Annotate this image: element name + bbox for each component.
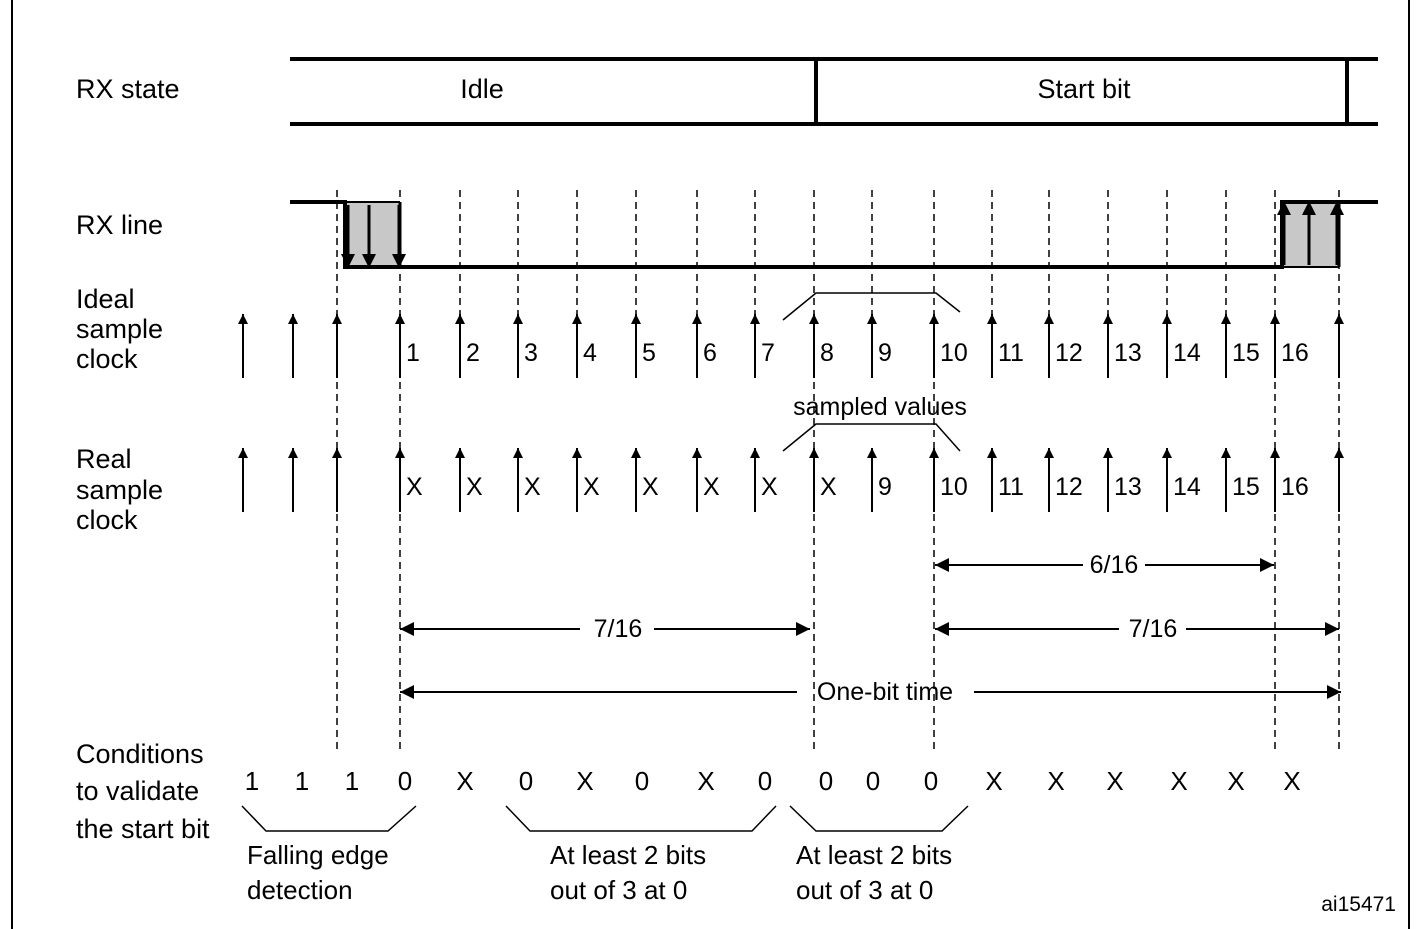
- ideal-sample-label: 4: [583, 339, 597, 367]
- svg-text:out of 3 at 0: out of 3 at 0: [550, 875, 687, 905]
- condition-value: 0: [398, 766, 412, 796]
- svg-text:clock: clock: [76, 344, 138, 374]
- state-start-bit-label: Start bit: [1037, 74, 1131, 104]
- condition-value: 0: [924, 766, 938, 796]
- ideal-sample-clock: 1 2 3 4 5 6 7 8 9 10 11 12 13 14 15 16: [238, 314, 1344, 378]
- interval-one-bit-time: One-bit time: [400, 678, 1341, 706]
- interval-7-16-second: 7/16: [935, 615, 1339, 643]
- sample-guide-lines: [336, 190, 1340, 752]
- condition-value: 0: [635, 766, 649, 796]
- ideal-sample-label: 8: [820, 339, 834, 367]
- ideal-sample-label: 15: [1232, 339, 1260, 367]
- condition-value: X: [697, 766, 714, 796]
- condition-group-first: At least 2 bits out of 3 at 0: [550, 840, 706, 905]
- conditions-label: Conditions to validate the start bit: [76, 739, 210, 844]
- condition-value: 0: [519, 766, 533, 796]
- condition-brackets: [241, 805, 969, 832]
- condition-group-falling-edge: Falling edge detection: [247, 840, 389, 905]
- condition-value: X: [1047, 766, 1064, 796]
- condition-value: 1: [295, 766, 309, 796]
- sampled-values-brackets: [782, 292, 961, 452]
- interval-label: 6/16: [1090, 551, 1139, 579]
- real-sample-label: X: [466, 473, 483, 501]
- condition-value: X: [1170, 766, 1187, 796]
- ideal-sample-label: 5: [642, 339, 656, 367]
- ideal-sample-label: 7: [761, 339, 775, 367]
- real-sample-label: X: [583, 473, 600, 501]
- svg-text:out of 3 at 0: out of 3 at 0: [796, 875, 933, 905]
- svg-text:At least 2 bits: At least 2 bits: [550, 840, 706, 870]
- condition-value: X: [576, 766, 593, 796]
- rx-line-waveform: [290, 200, 1378, 269]
- real-sample-label: 12: [1055, 473, 1083, 501]
- condition-values: 1 1 1 0 X 0 X 0 X 0 0 0 0 X X X X X X: [245, 766, 1301, 796]
- real-clock-label: Real sample clock: [76, 444, 163, 535]
- real-sample-label: X: [406, 473, 423, 501]
- condition-group-second: At least 2 bits out of 3 at 0: [796, 840, 952, 905]
- ideal-sample-label: 12: [1055, 339, 1083, 367]
- real-sample-label: 13: [1114, 473, 1142, 501]
- real-sample-label: X: [703, 473, 720, 501]
- svg-text:clock: clock: [76, 505, 138, 535]
- real-sample-label: X: [524, 473, 541, 501]
- rx-line-label: RX line: [76, 210, 163, 240]
- ideal-sample-label: 16: [1281, 339, 1309, 367]
- figure-id: ai15471: [1321, 893, 1396, 916]
- interval-6-16: 6/16: [935, 551, 1274, 579]
- ideal-sample-label: 1: [406, 339, 420, 367]
- condition-value: X: [456, 766, 473, 796]
- svg-text:detection: detection: [247, 875, 353, 905]
- ideal-sample-label: 11: [998, 339, 1024, 367]
- interval-label: 7/16: [594, 615, 643, 643]
- real-sample-label: 9: [878, 473, 892, 501]
- sampled-values-label: sampled values: [793, 393, 967, 421]
- condition-value: 0: [819, 766, 833, 796]
- condition-value: 1: [245, 766, 259, 796]
- ideal-clock-label: Ideal sample clock: [76, 284, 163, 374]
- svg-text:Conditions: Conditions: [76, 739, 204, 769]
- rx-state-bus: [290, 57, 1378, 126]
- real-sample-label: 11: [998, 473, 1024, 501]
- ideal-sample-label: 2: [466, 339, 480, 367]
- interval-label: One-bit time: [817, 678, 953, 706]
- svg-text:Falling edge: Falling edge: [247, 840, 389, 870]
- condition-value: X: [985, 766, 1002, 796]
- figure-frame: [11, 0, 1410, 929]
- real-sample-label: 10: [940, 473, 968, 501]
- condition-value: 0: [758, 766, 772, 796]
- interval-label: 7/16: [1129, 615, 1178, 643]
- svg-text:sample: sample: [76, 475, 163, 505]
- ideal-sample-label: 6: [703, 339, 717, 367]
- ideal-sample-label: 14: [1173, 339, 1201, 367]
- real-sample-label: X: [761, 473, 778, 501]
- real-sample-label: 16: [1281, 473, 1309, 501]
- ideal-sample-label: 9: [878, 339, 892, 367]
- ideal-sample-label: 13: [1114, 339, 1142, 367]
- svg-text:sample: sample: [76, 314, 163, 344]
- ideal-sample-label: 3: [524, 339, 538, 367]
- real-sample-clock: X X X X X X X X 9 10 11 12 13 14 15 16: [238, 448, 1344, 512]
- condition-value: X: [1283, 766, 1300, 796]
- svg-text:the start bit: the start bit: [76, 814, 210, 844]
- falling-edge-uncertainty-region: [345, 202, 400, 267]
- real-sample-label: X: [820, 473, 837, 501]
- svg-text:to validate: to validate: [76, 776, 199, 806]
- rx-state-label: RX state: [76, 74, 180, 104]
- state-idle-label: Idle: [460, 74, 504, 104]
- interval-7-16-first: 7/16: [400, 615, 810, 643]
- svg-text:At least 2 bits: At least 2 bits: [796, 840, 952, 870]
- svg-text:Real: Real: [76, 444, 132, 474]
- svg-text:Ideal: Ideal: [76, 284, 135, 314]
- condition-value: 1: [345, 766, 359, 796]
- real-sample-label: 14: [1173, 473, 1201, 501]
- condition-value: X: [1106, 766, 1123, 796]
- condition-value: X: [1227, 766, 1244, 796]
- condition-value: 0: [866, 766, 880, 796]
- real-sample-label: 15: [1232, 473, 1260, 501]
- real-sample-label: X: [642, 473, 659, 501]
- ideal-sample-label: 10: [940, 339, 968, 367]
